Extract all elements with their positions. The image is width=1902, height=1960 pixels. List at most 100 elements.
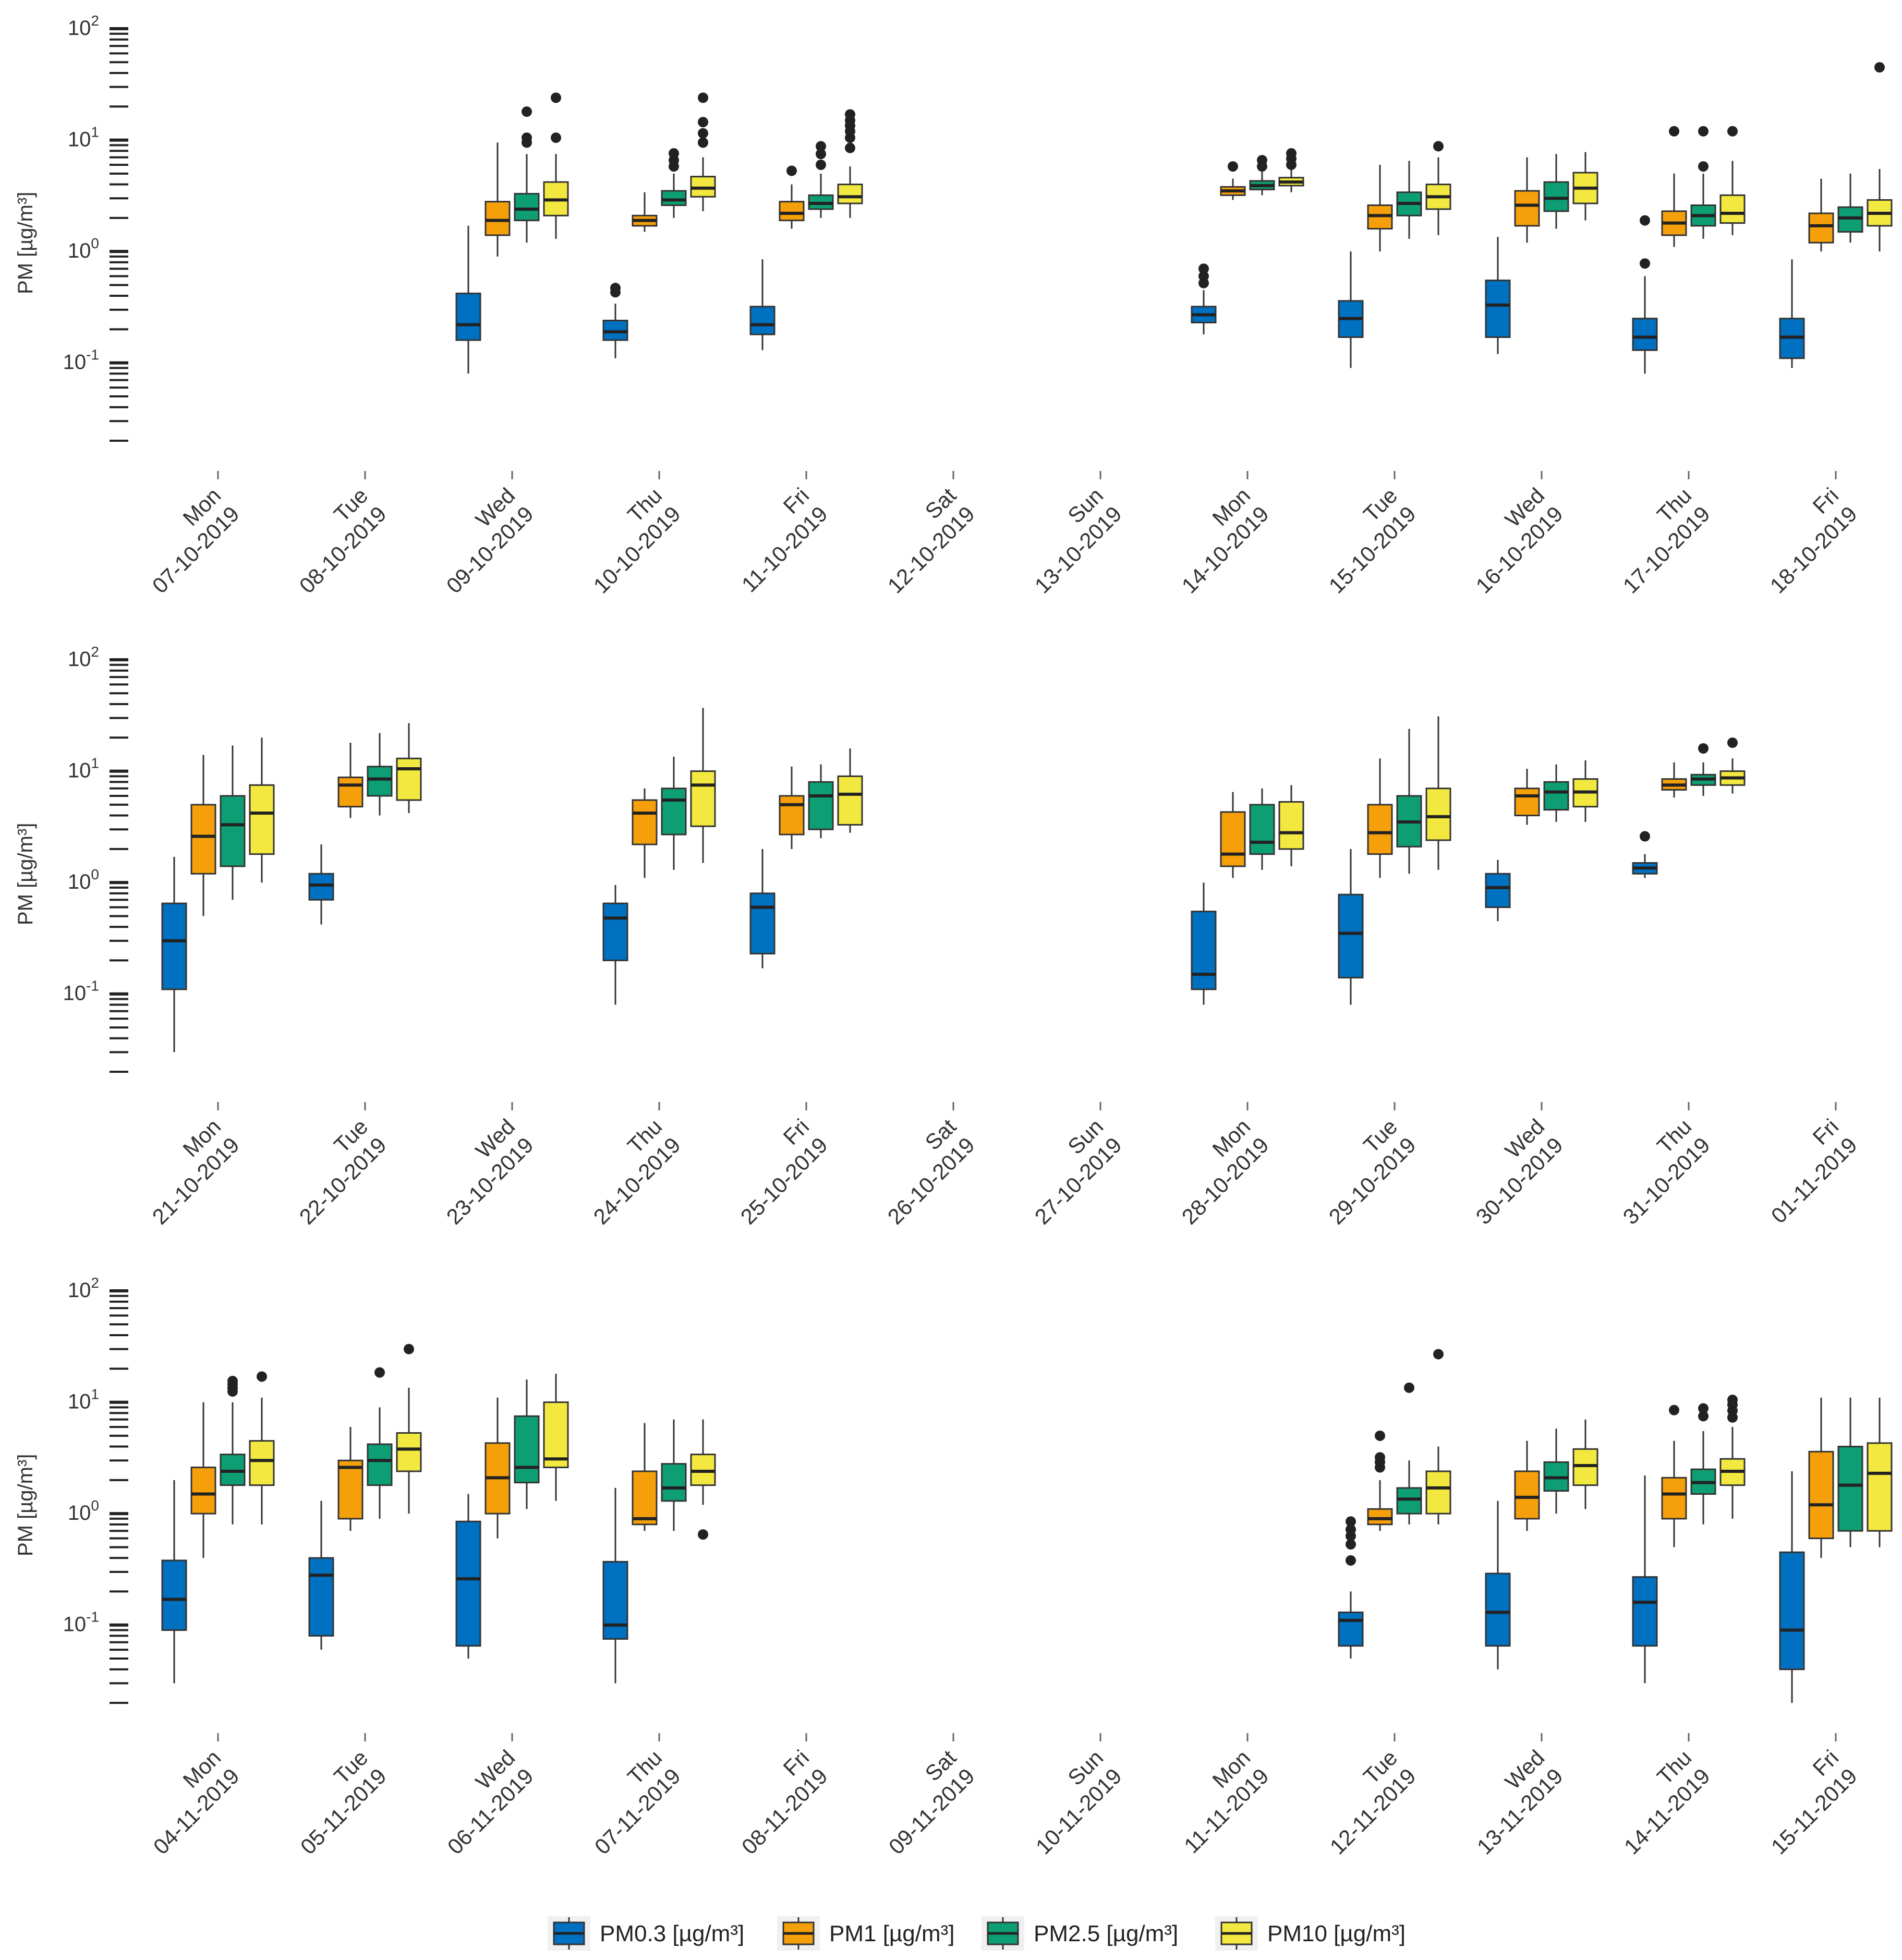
box-pm1 bbox=[779, 165, 805, 229]
box-pm25 bbox=[1543, 1429, 1569, 1514]
box-body bbox=[1425, 788, 1451, 841]
box-pm10 bbox=[249, 1371, 275, 1525]
box-body bbox=[1514, 788, 1540, 817]
box-pm1 bbox=[779, 766, 805, 849]
box-body bbox=[1632, 318, 1658, 351]
box-pm03 bbox=[1779, 1471, 1805, 1703]
box-pm1 bbox=[484, 1397, 511, 1539]
box-outlier bbox=[1404, 1382, 1414, 1393]
box-outlier bbox=[374, 1367, 385, 1378]
box-body bbox=[1808, 1450, 1834, 1540]
box-outlier bbox=[1698, 743, 1709, 754]
box-body bbox=[1220, 811, 1246, 867]
y-tick-exponent: 0 bbox=[91, 866, 99, 882]
box-pm10 bbox=[1572, 152, 1598, 221]
box-outlier bbox=[1640, 215, 1650, 226]
box-pm1 bbox=[337, 1426, 364, 1531]
box-pm10 bbox=[1719, 126, 1746, 235]
box-pm1 bbox=[1808, 178, 1834, 252]
box-pm03 bbox=[602, 885, 628, 1005]
box-body bbox=[484, 201, 511, 236]
box-pm10 bbox=[1867, 1397, 1893, 1547]
box-pm10 bbox=[690, 92, 716, 211]
box-body bbox=[514, 192, 540, 222]
box-body bbox=[661, 190, 687, 207]
box-outlier bbox=[257, 1371, 267, 1382]
box-body bbox=[308, 873, 334, 901]
box-pm25 bbox=[808, 141, 834, 218]
box-body bbox=[1485, 280, 1511, 338]
box-pm03 bbox=[1632, 1475, 1658, 1684]
box-outlier bbox=[1375, 1430, 1385, 1441]
box-body bbox=[1425, 1470, 1451, 1515]
box-pm10 bbox=[837, 748, 863, 833]
x-tick-date: 18-10-2019 bbox=[1765, 501, 1862, 598]
box-pm25 bbox=[514, 106, 540, 243]
box-body bbox=[455, 1520, 481, 1647]
box-body bbox=[837, 184, 863, 204]
box-pm10 bbox=[1425, 716, 1451, 870]
box-pm25 bbox=[661, 756, 687, 870]
box-outlier bbox=[227, 1375, 238, 1386]
box-pm10 bbox=[690, 1419, 716, 1540]
box-pm1 bbox=[1367, 1430, 1393, 1531]
box-body bbox=[1485, 873, 1511, 909]
legend-item: PM2.5 [µg/m³] bbox=[982, 1916, 1178, 1951]
box-pm10 bbox=[1278, 785, 1304, 866]
legend-label: PM10 [µg/m³] bbox=[1267, 1921, 1406, 1946]
box-pm10 bbox=[690, 708, 716, 863]
box-outlier bbox=[1375, 1452, 1385, 1463]
box-outlier bbox=[1698, 126, 1709, 137]
box-pm10 bbox=[1425, 141, 1451, 235]
box-pm03 bbox=[455, 1494, 481, 1659]
box-body bbox=[543, 1401, 569, 1469]
box-outlier bbox=[845, 142, 855, 153]
box-body bbox=[837, 775, 863, 826]
box-pm1 bbox=[632, 788, 658, 878]
y-tick-label: 100 bbox=[68, 1497, 99, 1525]
box-pm03 bbox=[1779, 259, 1805, 368]
y-tick-label: 100 bbox=[68, 235, 99, 262]
box-body bbox=[190, 804, 216, 875]
box-pm10 bbox=[249, 737, 275, 883]
box-outlier bbox=[1698, 1411, 1709, 1422]
box-outlier bbox=[1257, 155, 1267, 166]
legend: PM0.3 [µg/m³] PM1 [µg/m³] PM2.5 [µg/m³] PM1… bbox=[548, 1916, 1406, 1951]
box-outlier bbox=[816, 159, 826, 170]
box-pm10 bbox=[396, 1344, 422, 1514]
box-body bbox=[161, 1559, 187, 1631]
box-body bbox=[1543, 781, 1569, 811]
legend-item: PM1 [µg/m³] bbox=[777, 1916, 955, 1951]
box-pm10 bbox=[1719, 1395, 1746, 1519]
y-tick-label: 10-1 bbox=[63, 978, 99, 1005]
box-body bbox=[1396, 1487, 1422, 1515]
box-pm1 bbox=[1808, 1397, 1834, 1558]
box-body bbox=[396, 1432, 422, 1472]
y-tick-exponent: -1 bbox=[86, 347, 99, 363]
box-body bbox=[1249, 804, 1275, 855]
